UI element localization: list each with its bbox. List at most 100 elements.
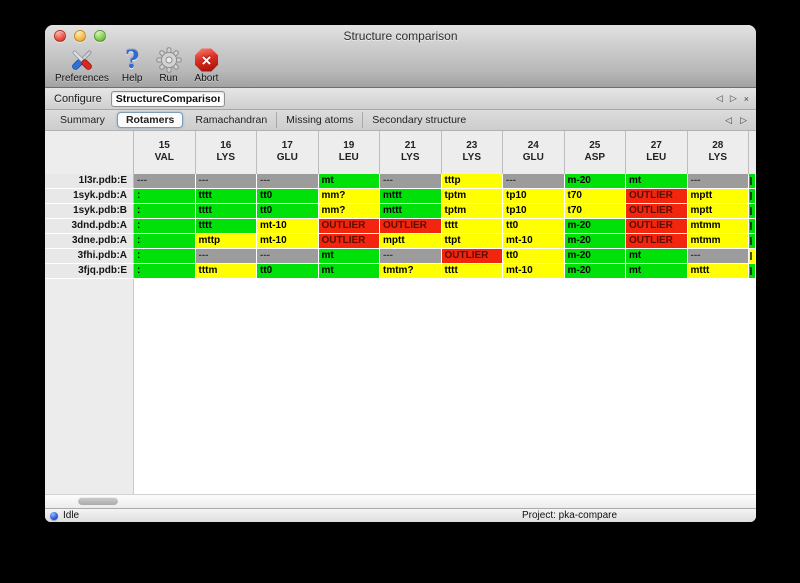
tabs-forward-icon[interactable]: ▷ [740,114,747,125]
table-cell[interactable]: t70 [564,189,625,203]
table-cell[interactable]: mt-10 [257,219,318,233]
minimize-window-icon[interactable] [74,30,86,42]
row-header[interactable]: 1l3r.pdb:E [45,174,134,188]
configure-name-input[interactable] [110,90,225,107]
table-cell[interactable]: t70 [564,204,625,218]
tabs: Summary Rotamers Ramachandran Missing atoms… [51,110,475,130]
run-button[interactable]: Run [155,47,182,84]
table-cell[interactable]: --- [257,249,318,263]
table-cell[interactable]: mt-10 [257,234,318,248]
table-cell[interactable]: : [134,234,195,248]
table-cell[interactable]: tttt [195,189,256,203]
table-cell[interactable]: mt [626,264,687,278]
rotamers-table: 15 VAL 16 LYS 17 GLU 19 LEU 21 LYS 23 LYS 24 GLU 25 ASP… [45,131,756,494]
table-cell[interactable]: --- [380,174,441,188]
tab-ramachandran[interactable]: Ramachandran [195,114,268,126]
table-cell[interactable]: : [134,264,195,278]
table-cell[interactable]: mt-10 [503,234,564,248]
table-cell[interactable]: mt [318,264,379,278]
titlebar[interactable]: Structure comparison [45,25,756,47]
table-cell[interactable]: tt0 [257,204,318,218]
table-cell[interactable]: --- [380,249,441,263]
row-header[interactable]: 3dne.pdb:A [45,234,134,248]
table-cell[interactable]: : [134,219,195,233]
table-cell[interactable]: --- [687,249,748,263]
table-cell[interactable]: m-20 [564,264,625,278]
table-cell[interactable]: --- [687,174,748,188]
close-configure-icon[interactable]: × [743,93,749,104]
row-header[interactable]: 3fjq.pdb:E [45,264,134,278]
table-cell[interactable]: mt [318,174,379,188]
table-cell[interactable]: tt0 [503,249,564,263]
table-cell[interactable]: --- [195,249,256,263]
table-cell[interactable]: OUTLIER [318,219,379,233]
horizontal-scrollbar[interactable] [45,494,756,508]
table-cell[interactable]: mttt [380,204,441,218]
row-header[interactable]: 1syk.pdb:B [45,204,134,218]
table-cell[interactable]: mptt [687,204,748,218]
table-cell[interactable]: mt [318,249,379,263]
table-cell[interactable]: OUTLIER [626,189,687,203]
table-cell[interactable]: tptm [441,189,502,203]
table-cell[interactable]: tttt [441,264,502,278]
abort-button[interactable]: × Abort [195,47,219,84]
tabs-back-icon[interactable]: ◁ [725,114,733,125]
table-cell[interactable]: m-20 [564,219,625,233]
table-cell[interactable]: tttt [195,219,256,233]
table-cell[interactable]: ttpt [441,234,502,248]
table-cell[interactable]: tp10 [503,204,564,218]
table-cell[interactable]: : [134,249,195,263]
table-cell[interactable]: mttt [687,264,748,278]
table-cell[interactable]: mm? [318,204,379,218]
table-cell[interactable]: mttp [195,234,256,248]
table-cell[interactable]: OUTLIER [626,219,687,233]
table-cell[interactable]: tptm [441,204,502,218]
zoom-window-icon[interactable] [94,30,106,42]
table-cell[interactable]: mm? [318,189,379,203]
scrollbar-thumb[interactable] [78,497,118,505]
table-cell[interactable]: tttp [441,174,502,188]
tab-rotamers[interactable]: Rotamers [116,112,184,128]
table-cell[interactable]: mtmm [687,234,748,248]
row-header[interactable]: 3dnd.pdb:A [45,219,134,233]
table-cell[interactable]: mptt [380,234,441,248]
table-cell[interactable]: --- [134,174,195,188]
table-cell[interactable]: m-20 [564,234,625,248]
table-cell[interactable]: m-20 [564,249,625,263]
table-cell[interactable]: --- [257,174,318,188]
nav-forward-icon[interactable]: ▷ [729,93,737,103]
table-cell[interactable]: mttt [380,189,441,203]
table-cell[interactable]: OUTLIER [626,234,687,248]
table-cell[interactable]: mtmm [687,219,748,233]
table-cell[interactable]: OUTLIER [441,249,502,263]
row-header[interactable]: 3fhi.pdb:A [45,249,134,263]
table-cell[interactable]: tt0 [257,264,318,278]
tab-secondary-structure[interactable]: Secondary structure [362,112,475,128]
table-cell[interactable]: mt [626,174,687,188]
row-header[interactable]: 1syk.pdb:A [45,189,134,203]
table-cell[interactable]: : [134,204,195,218]
table-cell[interactable]: OUTLIER [318,234,379,248]
table-cell[interactable]: : [134,189,195,203]
table-cell[interactable]: tt0 [503,219,564,233]
table-cell[interactable]: m-20 [564,174,625,188]
close-window-icon[interactable] [54,30,66,42]
tab-missing-atoms[interactable]: Missing atoms [276,112,362,128]
table-cell[interactable]: tttt [441,219,502,233]
table-cell[interactable]: --- [503,174,564,188]
nav-back-icon[interactable]: ◁ [715,93,723,103]
table-cell[interactable]: OUTLIER [380,219,441,233]
table-cell[interactable]: tt0 [257,189,318,203]
table-cell[interactable]: OUTLIER [626,204,687,218]
tab-summary[interactable]: Summary [60,114,105,126]
table-cell[interactable]: mptt [687,189,748,203]
table-cell[interactable]: tttt [195,204,256,218]
preferences-button[interactable]: Preferences [55,47,109,84]
table-cell[interactable]: tmtm? [380,264,441,278]
table-cell[interactable]: --- [195,174,256,188]
table-cell[interactable]: tttm [195,264,256,278]
table-cell[interactable]: mt-10 [503,264,564,278]
table-cell[interactable]: mt [626,249,687,263]
help-button[interactable]: ? Help [122,47,143,85]
table-cell[interactable]: tp10 [503,189,564,203]
